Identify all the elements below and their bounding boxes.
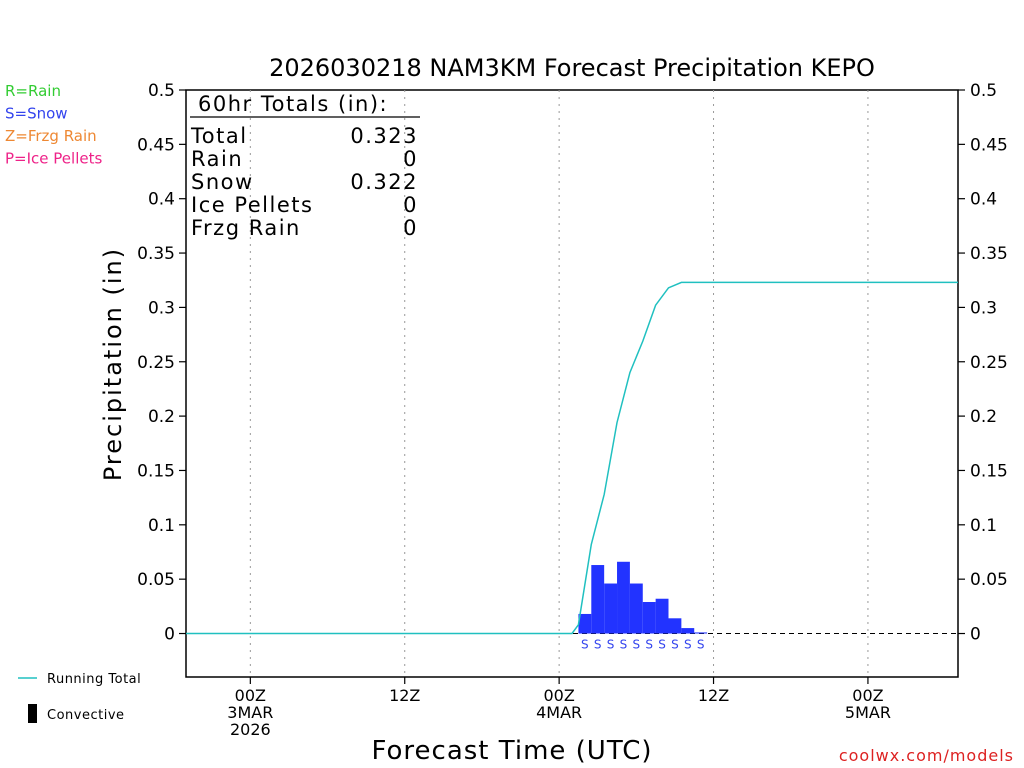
totals-row-value: 0 bbox=[403, 147, 418, 171]
credit-label: coolwx.com/models bbox=[839, 746, 1014, 765]
y-tick-label: 0.2 bbox=[148, 407, 175, 427]
y-axis-left: 0.5 0.45 0.4 0.35 0.3 0.25 0.2 0.15 0.1 0.05 0 bbox=[137, 81, 186, 645]
totals-row-label: Frzg Rain bbox=[191, 216, 301, 240]
series-legend: Running Total Convective bbox=[18, 672, 141, 723]
precip-bar bbox=[617, 561, 630, 634]
y-tick-label: 0.1 bbox=[148, 516, 175, 536]
y-tick-label: 0.5 bbox=[970, 81, 997, 101]
precip-bar bbox=[642, 601, 656, 634]
precip-bar bbox=[694, 632, 708, 634]
x-tick-label: 00Z bbox=[235, 686, 266, 705]
totals-row-value: 0.322 bbox=[350, 170, 418, 194]
precip-bar bbox=[668, 618, 682, 634]
precip-bar bbox=[591, 565, 605, 634]
x-tick-label: 12Z bbox=[389, 686, 420, 705]
totals-row-label: Rain bbox=[191, 147, 243, 171]
precip-type-marker: S bbox=[671, 638, 679, 652]
y-tick-label: 0.2 bbox=[970, 407, 997, 427]
y-tick-label: 0.25 bbox=[137, 353, 175, 373]
totals-row-label: Snow bbox=[191, 170, 254, 194]
gridlines bbox=[186, 90, 958, 677]
running-total-series bbox=[186, 281, 958, 635]
plot-frame bbox=[185, 89, 959, 678]
totals-row-value: 0 bbox=[403, 216, 418, 240]
precip-type-marker: S bbox=[697, 638, 705, 652]
precip-bar bbox=[681, 628, 695, 634]
precip-type-marker: S bbox=[658, 638, 666, 652]
totals-row-value: 0.323 bbox=[350, 124, 418, 148]
y-tick-label: 0.05 bbox=[137, 570, 175, 590]
y-tick-label: 0 bbox=[970, 625, 981, 645]
precip-type-legend: R=Rain S=Snow Z=Frzg Rain P=Ice Pellets bbox=[5, 82, 102, 168]
totals-header: 60hr Totals (in): bbox=[198, 92, 388, 116]
type-legend-entry: Z=Frzg Rain bbox=[5, 127, 97, 145]
totals-row-label: Ice Pellets bbox=[191, 193, 313, 217]
y-tick-label: 0.35 bbox=[137, 244, 175, 264]
precip-type-marker: S bbox=[607, 638, 615, 652]
precip-type-marker: S bbox=[581, 638, 589, 652]
running-total-line bbox=[186, 281, 958, 635]
x-tick-label: 12Z bbox=[698, 686, 729, 705]
precip-type-marker: S bbox=[684, 638, 692, 652]
precip-bar bbox=[629, 583, 643, 634]
y-axis-right: 0.5 0.45 0.4 0.35 0.3 0.25 0.2 0.15 0.1 0.05 0 bbox=[958, 81, 1008, 645]
precip-bar bbox=[655, 598, 669, 634]
y-tick-label: 0.3 bbox=[148, 298, 175, 318]
y-tick-label: 0.15 bbox=[137, 461, 175, 481]
legend-swatch-bar bbox=[28, 704, 37, 723]
x-tick-label: 3MAR bbox=[227, 703, 273, 722]
series-legend-entry: Running Total bbox=[47, 672, 141, 687]
precip-type-marker: S bbox=[620, 638, 628, 652]
precip-type-marker: S bbox=[633, 638, 641, 652]
y-tick-label: 0.15 bbox=[970, 461, 1008, 481]
y-tick-label: 0.1 bbox=[970, 516, 997, 536]
series-legend-entry: Convective bbox=[47, 708, 125, 723]
x-tick-label: 5MAR bbox=[845, 703, 891, 722]
y-tick-label: 0.05 bbox=[970, 570, 1008, 590]
type-legend-entry: S=Snow bbox=[5, 105, 68, 123]
x-tick-label: 00Z bbox=[852, 686, 883, 705]
totals-row-label: Total bbox=[190, 124, 248, 148]
type-legend-entry: R=Rain bbox=[5, 82, 61, 100]
y-tick-label: 0.45 bbox=[137, 135, 175, 155]
precip-type-marker: S bbox=[594, 638, 602, 652]
totals-row-value: 0 bbox=[403, 193, 418, 217]
hourly-bars bbox=[578, 561, 708, 634]
y-tick-label: 0.5 bbox=[148, 81, 175, 101]
x-tick-label: 4MAR bbox=[536, 703, 582, 722]
x-axis-label: Forecast Time (UTC) bbox=[371, 736, 652, 766]
y-tick-label: 0.4 bbox=[970, 190, 997, 210]
y-axis-label: Precipitation (in) bbox=[99, 247, 127, 481]
chart-title: 2026030218 NAM3KM Forecast Precipitation… bbox=[269, 54, 875, 82]
y-tick-label: 0.35 bbox=[970, 244, 1008, 264]
precip-bar bbox=[604, 583, 618, 634]
y-tick-label: 0.25 bbox=[970, 353, 1008, 373]
x-tick-label: 00Z bbox=[543, 686, 574, 705]
y-tick-label: 0.3 bbox=[970, 298, 997, 318]
x-tick-label: 2026 bbox=[230, 720, 271, 739]
precip-type-marker: S bbox=[645, 638, 653, 652]
y-tick-label: 0.4 bbox=[148, 190, 175, 210]
y-tick-label: 0 bbox=[164, 625, 175, 645]
type-legend-entry: P=Ice Pellets bbox=[5, 150, 102, 168]
precip-bar bbox=[578, 613, 592, 634]
totals-box: 60hr Totals (in): Total 0.323 Rain 0 Snow 0.32… bbox=[190, 92, 420, 240]
y-tick-label: 0.45 bbox=[970, 135, 1008, 155]
